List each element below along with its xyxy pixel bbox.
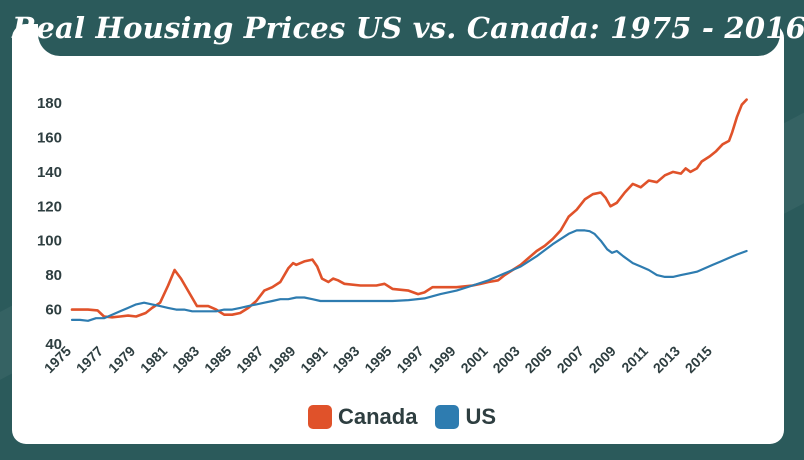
x-tick-label: 1981 xyxy=(137,343,170,376)
x-tick-label: 1995 xyxy=(361,343,394,376)
y-tick-label: 120 xyxy=(37,198,62,215)
legend: Canada US xyxy=(0,404,804,430)
legend-swatch-canada xyxy=(307,405,332,429)
x-tick-label: 2009 xyxy=(586,343,619,376)
x-tick-label: 1989 xyxy=(265,343,298,376)
x-tick-label: 2003 xyxy=(489,343,522,376)
x-tick-label: 1985 xyxy=(201,343,234,376)
x-tick-label: 2015 xyxy=(682,343,715,376)
x-tick-label: 1991 xyxy=(297,343,330,376)
x-axis: 1975197719791981198319851987198919911993… xyxy=(41,343,715,376)
legend-swatch-us xyxy=(435,405,460,429)
title-banner: Real Housing Prices US vs. Canada: 1975 … xyxy=(12,0,804,56)
y-tick-label: 140 xyxy=(37,164,62,181)
series-line-us xyxy=(70,229,748,322)
legend-item-canada: Canada xyxy=(307,404,418,430)
x-tick-label: 2007 xyxy=(554,343,587,376)
series-line-canada xyxy=(70,98,748,319)
x-tick-label: 1983 xyxy=(169,343,202,376)
x-tick-label: 1977 xyxy=(73,343,106,376)
legend-label-us: US xyxy=(465,404,497,429)
legend-item-us: US xyxy=(435,404,496,430)
legend-label-canada: Canada xyxy=(337,404,418,429)
y-axis: 40 60 80 100 120 140 160 180 xyxy=(37,95,62,353)
y-tick-label: 180 xyxy=(37,95,62,112)
chart-title: Real Housing Prices US vs. Canada: 1975 … xyxy=(12,11,804,45)
x-tick-label: 1993 xyxy=(329,343,362,376)
y-tick-label: 40 xyxy=(45,336,62,353)
plot-area xyxy=(70,98,748,322)
x-tick-label: 2005 xyxy=(521,343,554,376)
x-tick-label: 1999 xyxy=(425,343,458,376)
x-tick-label: 2011 xyxy=(618,343,651,376)
chart-card xyxy=(12,24,784,444)
y-tick-label: 160 xyxy=(37,129,62,146)
y-tick-label: 80 xyxy=(45,267,62,284)
x-tick-label: 1997 xyxy=(393,343,426,376)
x-tick-label: 1979 xyxy=(105,343,138,376)
x-tick-label: 1987 xyxy=(233,343,266,376)
y-tick-label: 100 xyxy=(37,233,62,250)
y-tick-label: 60 xyxy=(45,302,62,319)
x-tick-label: 2001 xyxy=(457,343,490,376)
x-tick-label: 2013 xyxy=(650,343,683,376)
